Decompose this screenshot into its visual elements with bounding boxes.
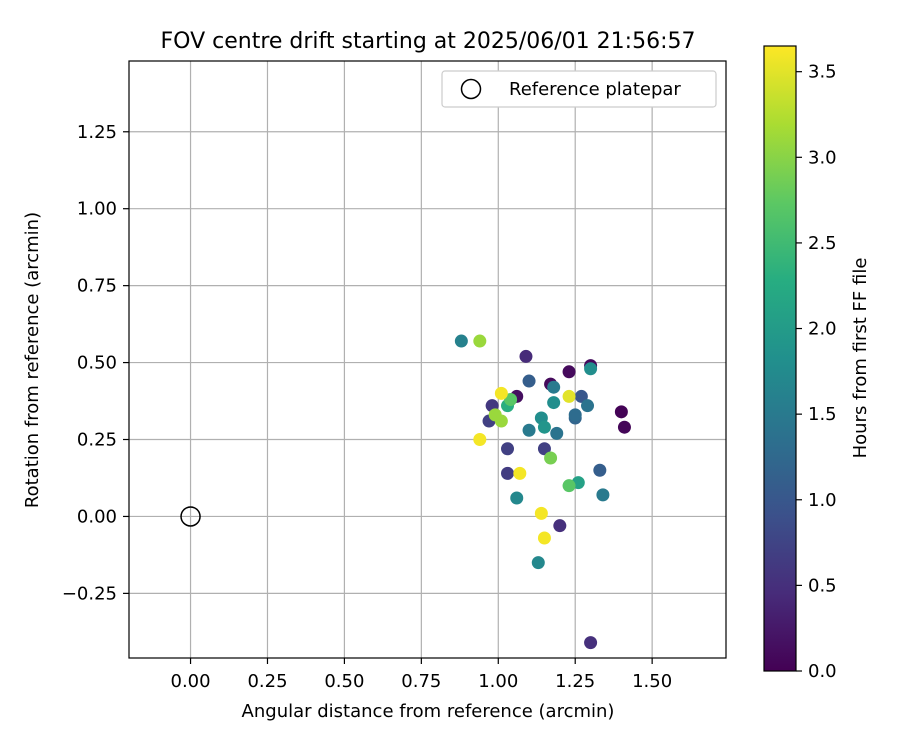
y-tick-label: 1.00 xyxy=(77,199,117,220)
grid-lines xyxy=(129,61,726,658)
scatter-point xyxy=(537,442,551,456)
y-axis-label: Rotation from reference (arcmin) xyxy=(22,212,43,508)
scatter-point xyxy=(562,479,576,493)
scatter-point xyxy=(614,405,628,419)
scatter-point xyxy=(510,491,524,505)
reference-platepar-marker xyxy=(180,506,201,527)
colorbar-tick-label: 0.5 xyxy=(808,575,837,596)
scatter-point xyxy=(473,433,487,447)
scatter-point xyxy=(593,463,607,477)
scatter-point xyxy=(519,349,533,363)
scatter-point xyxy=(504,393,518,407)
x-tick-label: 0.50 xyxy=(324,671,364,692)
scatter-point xyxy=(547,396,561,410)
y-tick-label: 0.50 xyxy=(77,353,117,374)
colorbar-label: Hours from first FF file xyxy=(850,258,871,459)
colorbar-tick-label: 1.0 xyxy=(808,490,837,511)
scatter-point xyxy=(513,466,527,480)
colorbar-tick-label: 0.0 xyxy=(808,661,837,682)
x-tick-label: 1.25 xyxy=(555,671,595,692)
x-tick-label: 0.00 xyxy=(171,671,211,692)
scatter-point xyxy=(537,420,551,434)
legend: Reference platepar xyxy=(441,70,717,108)
scatter-point xyxy=(596,488,610,502)
x-tick-label: 1.00 xyxy=(478,671,518,692)
x-tick-label: 1.50 xyxy=(632,671,672,692)
colorbar-tick-label: 2.5 xyxy=(808,233,837,254)
colorbar-tick-label: 2.0 xyxy=(808,319,837,340)
y-axis-ticks: −0.25 0.00 0.25 0.50 0.75 1.00 1.25 xyxy=(62,122,129,604)
scatter-point xyxy=(550,426,564,440)
scatter-point xyxy=(562,365,576,379)
scatter-point xyxy=(553,519,567,533)
colorbar-gradient xyxy=(763,45,797,672)
colorbar: 0.0 0.5 1.0 1.5 2.0 2.5 3.0 3.5 Hours from firs… xyxy=(763,45,871,682)
y-tick-label: 0.25 xyxy=(77,430,117,451)
legend-marker-reference xyxy=(460,78,482,100)
data-points xyxy=(180,334,631,650)
x-axis-label: Angular distance from reference (arcmin) xyxy=(242,701,615,722)
scatter-point xyxy=(501,466,515,480)
scatter-point xyxy=(574,389,588,403)
colorbar-tick-label: 1.5 xyxy=(808,404,837,425)
scatter-point xyxy=(534,506,548,520)
scatter-point xyxy=(522,374,536,388)
scatter-point xyxy=(537,531,551,545)
legend-label-reference: Reference platepar xyxy=(509,79,681,100)
scatter-point xyxy=(473,334,487,348)
scatter-point xyxy=(494,386,508,400)
scatter-point xyxy=(501,442,515,456)
scatter-point xyxy=(494,414,508,428)
colorbar-ticks: 0.0 0.5 1.0 1.5 2.0 2.5 3.0 3.5 xyxy=(796,62,837,682)
colorbar-tick-label: 3.0 xyxy=(808,147,837,168)
scatter-point xyxy=(544,451,558,465)
scatter-point xyxy=(617,420,631,434)
scatter-point xyxy=(581,399,595,413)
scatter-point xyxy=(547,380,561,394)
legend-box xyxy=(441,70,717,108)
y-tick-label: 0.75 xyxy=(77,276,117,297)
y-tick-label: 1.25 xyxy=(77,122,117,143)
y-tick-label: −0.25 xyxy=(62,583,117,604)
scatter-point xyxy=(522,423,536,437)
scatter-point xyxy=(531,556,545,570)
colorbar-tick-label: 3.5 xyxy=(808,62,837,83)
scatter-point xyxy=(454,334,468,348)
x-tick-label: 0.25 xyxy=(247,671,287,692)
chart-title: FOV centre drift starting at 2025/06/01 … xyxy=(161,29,696,54)
x-tick-label: 0.75 xyxy=(401,671,441,692)
scatter-point xyxy=(584,636,598,650)
x-axis-ticks: 0.00 0.25 0.50 0.75 1.00 1.25 1.50 xyxy=(171,658,672,692)
scatter-point xyxy=(568,408,582,422)
y-tick-label: 0.00 xyxy=(77,506,117,527)
plot-area-frame xyxy=(128,60,727,659)
scatter-point xyxy=(562,389,576,403)
scatter-point xyxy=(584,362,598,376)
